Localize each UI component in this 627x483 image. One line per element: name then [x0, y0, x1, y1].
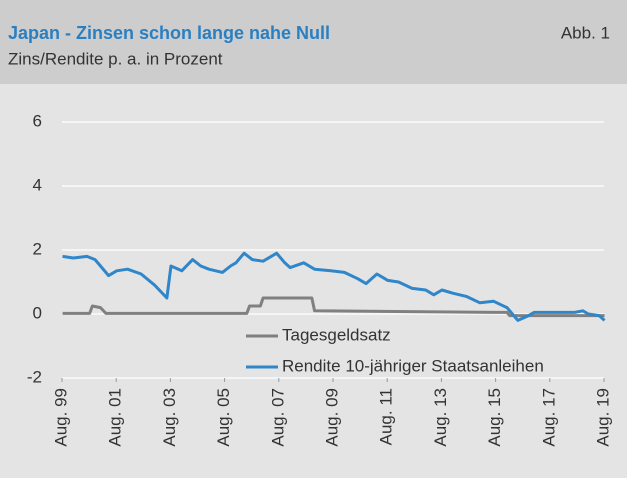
x-tick-label: Aug. 17	[539, 388, 558, 447]
legend-label: Rendite 10-jähriger Staatsanleihen	[282, 356, 544, 375]
x-tick-label: Aug. 01	[106, 388, 125, 447]
chart-title: Japan - Zinsen schon lange nahe Null	[8, 23, 330, 43]
legend-label: Tagesgeldsatz	[282, 325, 391, 344]
line-series	[62, 296, 605, 318]
y-tick-label: -2	[27, 367, 42, 386]
x-tick-label: Aug. 19	[593, 388, 612, 447]
y-tick-label: 6	[33, 111, 42, 130]
y-tick-label: 2	[33, 239, 42, 258]
x-tick-label: Aug. 03	[160, 388, 179, 447]
x-tick-label: Aug. 05	[214, 388, 233, 447]
header	[0, 0, 627, 84]
figure-label: Abb. 1	[561, 23, 610, 42]
y-tick-label: 4	[33, 175, 42, 194]
x-tick-label: Aug. 11	[377, 388, 396, 445]
x-tick-label: Aug. 07	[268, 388, 287, 447]
x-tick-label: Aug. 13	[431, 388, 450, 447]
y-tick-label: 0	[33, 303, 42, 322]
chart-subtitle: Zins/Rendite p. a. in Prozent	[8, 49, 223, 68]
x-tick-label: Aug. 15	[485, 388, 504, 447]
x-tick-label: Aug. 99	[51, 388, 70, 447]
line-series	[62, 251, 606, 322]
x-tick-label: Aug. 09	[322, 388, 341, 447]
